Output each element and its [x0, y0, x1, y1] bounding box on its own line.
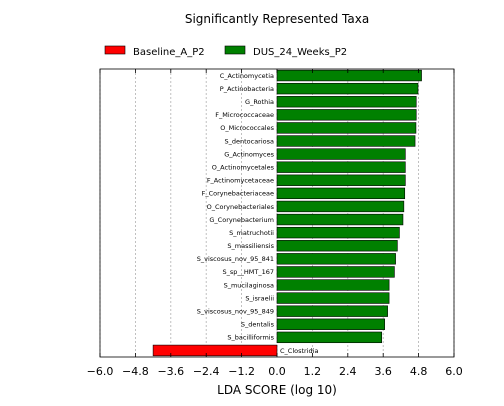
x-tick-label: 6.0	[445, 365, 463, 378]
bar	[276, 187, 406, 200]
bar	[152, 344, 278, 357]
bar	[276, 96, 417, 108]
bar	[276, 279, 390, 291]
bar-label: F_Corynebacteriaceae	[202, 190, 274, 198]
bar	[276, 148, 406, 160]
bar-label: O_Micrococcales	[220, 124, 274, 132]
plot-area: C_Actinomycetia P_Actinobacteria G_Rothia F…	[87, 68, 463, 378]
x-tick-label: −6.0	[87, 365, 114, 378]
x-tick-label: 2.4	[339, 365, 357, 378]
bar-label: S_massiliensis	[227, 242, 274, 250]
bar-label: O_Actinomycetales	[212, 163, 275, 171]
bar-label: S_dentocariosa	[224, 137, 274, 145]
bar-label: F_Micrococcaceae	[215, 111, 274, 119]
x-tick-label: −3.6	[157, 365, 184, 378]
bar-label: F_Actinomycetaceae	[207, 177, 274, 185]
bar-label: S_viscosus_nov_95_841	[197, 255, 274, 263]
bar-label: S_israelii	[245, 294, 274, 302]
bar	[276, 174, 406, 186]
x-tick-label: 0.0	[268, 365, 286, 378]
bar	[276, 122, 417, 134]
bar-label: O_Corynebacteriales	[207, 203, 275, 211]
legend-swatch-dus	[224, 45, 246, 55]
bar	[276, 266, 395, 278]
x-axis-label: LDA SCORE (log 10)	[217, 383, 337, 397]
x-tick-label: 4.8	[410, 365, 428, 378]
x-tick-label: 1.2	[304, 365, 322, 378]
bar-label: S_mucilaginosa	[224, 281, 274, 289]
bar-label: S_sp__HMT_167	[222, 268, 274, 276]
bar-label: S_bacilliformis	[227, 334, 274, 342]
bar-label: P_Actinobacteria	[220, 85, 274, 93]
bar	[276, 69, 422, 82]
legend-label-dus: DUS_24_Weeks_P2	[253, 47, 347, 58]
x-tick-label: −1.2	[228, 365, 255, 378]
chart-title: Significantly Represented Taxa	[185, 12, 369, 26]
bar-label: G_Corynebacterium	[209, 216, 274, 224]
bar-label: S_matruchotii	[229, 229, 274, 237]
bar	[276, 213, 404, 226]
bar	[276, 331, 383, 344]
bar	[276, 253, 396, 265]
bar	[276, 292, 390, 304]
bar	[276, 109, 417, 121]
bar	[276, 226, 400, 239]
bar	[276, 135, 416, 147]
bar	[276, 305, 388, 317]
bar	[276, 318, 385, 330]
bar-label: G_Rothia	[245, 98, 274, 106]
legend-label-baseline: Baseline_A_P2	[133, 47, 205, 58]
bar	[276, 240, 398, 252]
bar-label: C_Clostridia	[280, 347, 318, 355]
bar	[276, 161, 406, 173]
x-tick-label: 3.6	[374, 365, 392, 378]
legend: Baseline_A_P2 DUS_24_Weeks_P2	[104, 45, 347, 58]
x-tick-label: −2.4	[193, 365, 220, 378]
bar-label: S_dentalis	[241, 321, 275, 329]
legend-swatch-baseline	[104, 45, 126, 55]
x-tick-label: −4.8	[122, 365, 149, 378]
bar-label: G_Actinomyces	[224, 150, 274, 158]
bar-label: C_Actinomycetia	[220, 72, 274, 80]
bar-label: S_viscosus_nov_95_849	[197, 307, 274, 315]
bar	[276, 200, 405, 213]
bar	[276, 82, 419, 95]
